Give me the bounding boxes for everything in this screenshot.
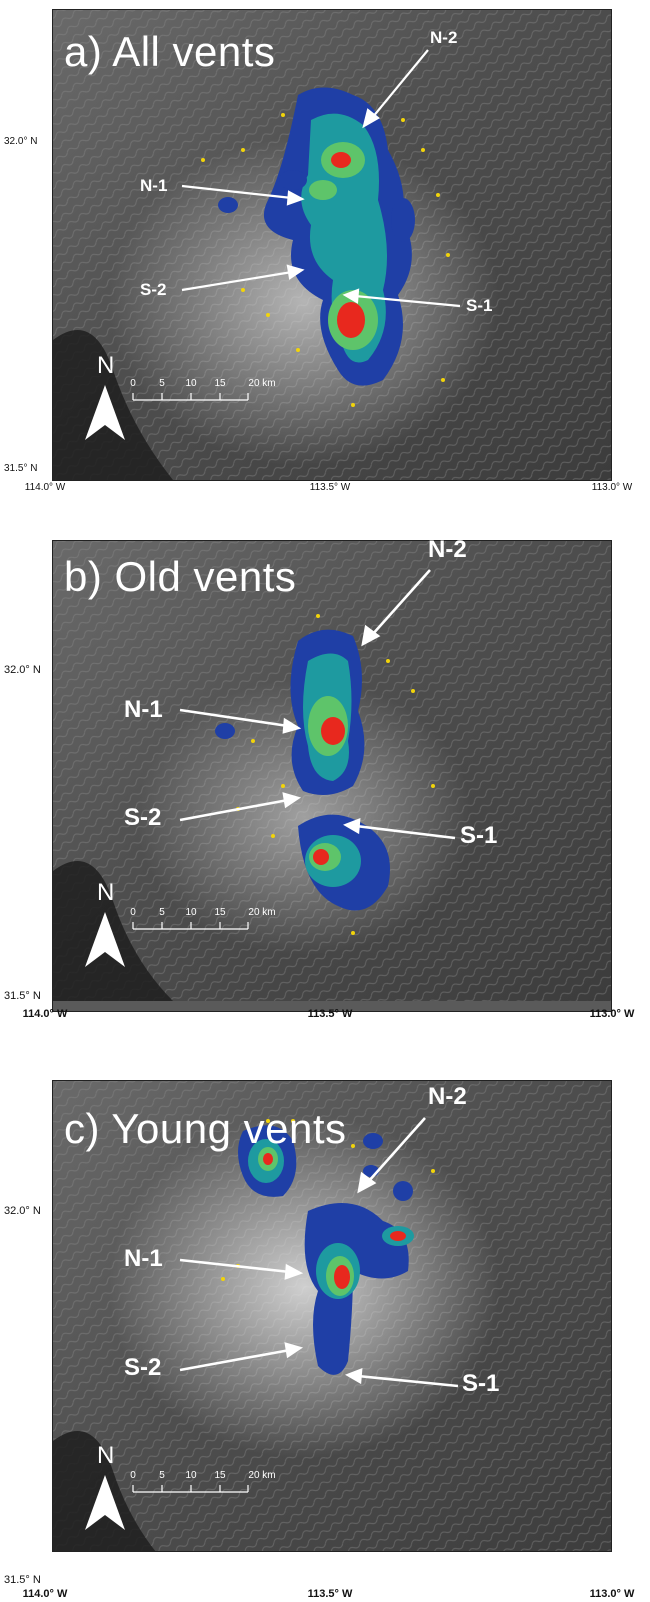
scale-10-b: 10 <box>185 907 197 918</box>
scale-20-a: 20 km <box>248 378 276 389</box>
lon-label-113-5-c: 113.5° W <box>307 1588 353 1600</box>
lon-label-113: 113.0° W <box>591 482 633 493</box>
scale-10-a: 10 <box>185 378 197 389</box>
panel-title-b: b) Old vents <box>64 553 297 600</box>
vent-density-contours-c <box>238 1125 414 1375</box>
callout-n2-a: N-2 <box>430 28 458 47</box>
callout-s2-c: S-2 <box>124 1354 162 1381</box>
callout-n1-b: N-1 <box>124 696 163 723</box>
vent-density-contours-a <box>218 87 415 386</box>
scale-15-a: 15 <box>214 378 226 389</box>
lon-label-113-5-b: 113.5° W <box>307 1008 353 1020</box>
lat-label-31-5-b: 31.5° N <box>4 990 41 1002</box>
map-frame-c <box>52 1080 612 1552</box>
scale-0-b: 0 <box>130 907 136 918</box>
callout-s1-a: S-1 <box>466 296 493 315</box>
scale-20-c: 20 km <box>248 1470 276 1481</box>
hillshade-map-a <box>53 10 611 480</box>
lon-label-113-c: 113.0° W <box>589 1588 635 1600</box>
lon-label-113-5: 113.5° W <box>309 482 351 493</box>
lon-label-114-b: 114.0° W <box>22 1008 68 1020</box>
callout-s2-a: S-2 <box>140 280 167 299</box>
lon-label-114: 114.0° W <box>24 482 66 493</box>
callout-n2-c: N-2 <box>428 1083 467 1110</box>
scale-10-c: 10 <box>185 1470 197 1481</box>
callout-s1-c: S-1 <box>462 1370 500 1397</box>
hillshade-map-c <box>53 1081 611 1551</box>
north-label-a: N <box>97 352 115 379</box>
vent-markers-a <box>201 113 450 407</box>
scale-bar-c <box>132 1485 249 1493</box>
lat-label-32-b: 32.0° N <box>4 664 41 676</box>
scale-0-a: 0 <box>130 378 136 389</box>
scale-5-a: 5 <box>159 378 165 389</box>
scale-5-b: 5 <box>159 907 165 918</box>
north-label-b: N <box>97 879 115 906</box>
north-arrow-b <box>85 912 125 967</box>
callout-s1-b: S-1 <box>460 822 498 849</box>
scale-bar-b <box>132 922 249 930</box>
callout-n2-b: N-2 <box>428 536 467 563</box>
callout-n1-a: N-1 <box>140 176 168 195</box>
lat-label-32-c: 32.0° N <box>4 1205 41 1217</box>
scale-15-b: 15 <box>214 907 226 918</box>
callout-arrows-b <box>179 569 456 840</box>
lon-label-114-c: 114.0° W <box>22 1588 68 1600</box>
lat-label-31-5: 31.5° N <box>4 463 38 474</box>
lat-label-31-5-c: 31.5° N <box>4 1574 41 1586</box>
vent-density-contours-b <box>215 629 390 911</box>
scale-5-c: 5 <box>159 1470 165 1481</box>
north-arrow-c <box>85 1475 125 1530</box>
north-label-c: N <box>97 1442 115 1469</box>
scale-0-c: 0 <box>130 1470 136 1481</box>
scale-bar-a <box>132 393 249 401</box>
callout-n1-c: N-1 <box>124 1245 163 1272</box>
north-arrow-a <box>85 385 125 440</box>
scale-15-c: 15 <box>214 1470 226 1481</box>
lat-label-32: 32.0° N <box>4 136 38 147</box>
lon-label-113-b: 113.0° W <box>589 1008 635 1020</box>
hillshade-map-b <box>53 541 611 1001</box>
scale-20-b: 20 km <box>248 907 276 918</box>
map-frame-a <box>52 9 612 481</box>
map-frame-b <box>52 540 612 1012</box>
callout-arrows-a <box>181 49 461 308</box>
callout-s2-b: S-2 <box>124 804 162 831</box>
panel-title-a: a) All vents <box>64 28 276 75</box>
callout-arrows-c <box>179 1117 459 1388</box>
panel-title-c: c) Young vents <box>64 1105 347 1152</box>
vent-markers-c <box>221 1119 435 1281</box>
